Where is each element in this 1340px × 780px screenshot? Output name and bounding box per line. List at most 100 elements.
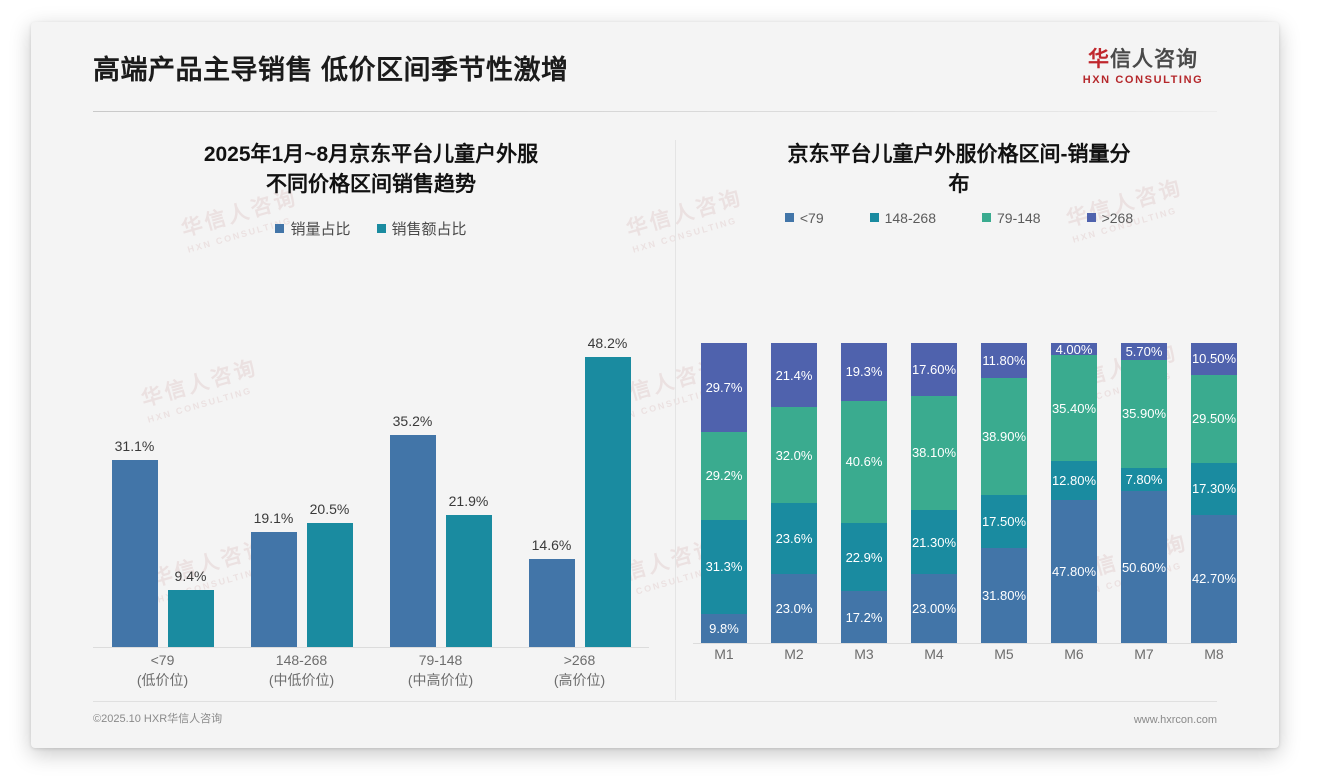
- slide-header: 高端产品主导销售 低价区间季节性激增 华信人咨询 HXN CONSULTING: [31, 22, 1279, 112]
- bar[interactable]: 20.5%: [306, 501, 353, 647]
- segment-over-268: 17.60%: [911, 343, 957, 396]
- segment-over-268: 21.4%: [771, 343, 817, 408]
- segment-value-label: 40.6%: [845, 454, 883, 470]
- legend-item-79-148[interactable]: 79-148: [982, 210, 1041, 226]
- bar-group: 35.2% 21.9%: [371, 347, 510, 647]
- legend-item-sales-amount[interactable]: 销售额占比: [376, 218, 467, 239]
- legend-label: >268: [1101, 209, 1134, 226]
- segment-over-268: 11.80%: [981, 343, 1027, 379]
- bar[interactable]: 21.9%: [445, 493, 492, 647]
- bar-value-label: 31.1%: [114, 438, 155, 454]
- x-tick-label: M1: [714, 646, 734, 662]
- segment-79-148: 35.90%: [1121, 360, 1167, 468]
- segment-over-268: 4.00%: [1051, 341, 1097, 357]
- bar-value-label: 35.2%: [392, 413, 433, 429]
- bar-fill: [389, 435, 436, 647]
- legend-item-over-268[interactable]: >268: [1086, 209, 1134, 226]
- x-tick-label: 79-148 (中高价位): [371, 650, 510, 691]
- footer-website[interactable]: www.hxrcon.com: [1133, 714, 1217, 726]
- segment-value-label: 19.3%: [845, 364, 883, 380]
- stacked-column[interactable]: 29.7% 29.2% 31.3% 9.8%: [701, 343, 747, 643]
- legend-item-148-268[interactable]: 148-268: [869, 210, 936, 226]
- x-tick-sublabel: (高价位): [553, 672, 606, 689]
- stacked-column[interactable]: 5.70% 35.90% 7.80% 50.60%: [1121, 343, 1167, 643]
- segment-value-label: 38.90%: [981, 429, 1027, 445]
- bar[interactable]: 48.2%: [584, 335, 631, 647]
- left-chart-x-axis-labels: <79 (低价位) 148-268 (中低价位) 79-148 (中高价位) >…: [93, 650, 649, 700]
- x-tick-label: 148-268 (中低价位): [232, 650, 371, 691]
- logo-chars-rest: 信人咨询: [1110, 48, 1198, 71]
- segment-79-148: 29.2%: [701, 432, 747, 520]
- slide-canvas: 华信人咨询 HXN CONSULTING 华信人咨询 HXN CONSULTIN…: [31, 22, 1279, 748]
- stacked-column[interactable]: 17.60% 38.10% 21.30% 23.00%: [911, 343, 957, 643]
- bar-fill: [584, 357, 631, 647]
- segment-under-79: 31.80%: [981, 547, 1027, 643]
- segment-148-268: 22.9%: [841, 522, 887, 592]
- stacked-column[interactable]: 19.3% 40.6% 22.9% 17.2%: [841, 343, 887, 643]
- x-tick-sublabel: (中低价位): [268, 672, 335, 689]
- bar-value-label: 9.4%: [174, 568, 207, 584]
- x-tick-label: M3: [854, 646, 874, 662]
- segment-value-label: 12.80%: [1051, 472, 1097, 488]
- segment-under-79: 23.00%: [911, 573, 957, 643]
- segment-under-79: 50.60%: [1121, 491, 1167, 643]
- left-chart-title-line1: 2025年1月~8月京东平台儿童户外服: [203, 143, 539, 166]
- left-chart-legend: 销量占比 销售额占比: [71, 218, 671, 239]
- legend-swatch-icon: [869, 213, 879, 223]
- footer-divider: [93, 701, 1217, 702]
- bar-group: 19.1% 20.5%: [232, 347, 371, 647]
- x-tick-label: >268 (高价位): [510, 650, 649, 691]
- left-chart-title-line2: 不同价格区间销售趋势: [266, 172, 476, 196]
- segment-148-268: 17.50%: [981, 495, 1027, 548]
- segment-value-label: 17.60%: [911, 361, 957, 377]
- segment-79-148: 32.0%: [771, 407, 817, 504]
- x-tick-range: <79: [150, 652, 175, 668]
- segment-148-268: 17.30%: [1191, 463, 1237, 515]
- segment-148-268: 21.30%: [911, 510, 957, 574]
- segment-value-label: 22.9%: [845, 549, 883, 565]
- segment-value-label: 21.4%: [775, 367, 813, 383]
- segment-148-268: 31.3%: [701, 519, 747, 614]
- legend-item-under-79[interactable]: <79: [784, 210, 824, 226]
- segment-value-label: 4.00%: [1055, 341, 1093, 357]
- right-chart-x-axis-labels: M1 M2 M3 M4 M5 M6 M7 M8: [693, 646, 1231, 672]
- segment-over-268: 10.50%: [1191, 343, 1237, 375]
- bar-group: 14.6% 48.2%: [510, 335, 649, 647]
- stacked-column[interactable]: 11.80% 38.90% 17.50% 31.80%: [981, 343, 1027, 643]
- segment-value-label: 50.60%: [1121, 559, 1167, 575]
- x-tick-range: 148-268: [275, 652, 328, 668]
- legend-item-sales-volume[interactable]: 销量占比: [275, 218, 351, 239]
- bar-value-label: 20.5%: [309, 501, 350, 517]
- bar[interactable]: 35.2%: [389, 413, 436, 647]
- segment-79-148: 40.6%: [841, 400, 887, 523]
- bar[interactable]: 19.1%: [250, 510, 297, 647]
- segment-148-268: 12.80%: [1051, 461, 1097, 500]
- bar-value-label: 48.2%: [587, 335, 628, 351]
- x-tick-sublabel: (低价位): [136, 672, 189, 689]
- segment-value-label: 23.0%: [775, 600, 813, 616]
- segment-under-79: 47.80%: [1051, 499, 1097, 643]
- segment-79-148: 35.40%: [1051, 355, 1097, 462]
- segment-over-268: 5.70%: [1121, 343, 1167, 361]
- segment-under-79: 42.70%: [1191, 514, 1237, 643]
- stacked-column[interactable]: 4.00% 35.40% 12.80% 47.80%: [1051, 341, 1097, 643]
- bar[interactable]: 14.6%: [528, 537, 575, 647]
- legend-label: 销售额占比: [391, 220, 467, 238]
- bar-value-label: 14.6%: [531, 537, 572, 553]
- segment-over-268: 19.3%: [841, 343, 887, 401]
- bar-value-label: 19.1%: [253, 510, 294, 526]
- bar[interactable]: 31.1%: [111, 438, 158, 647]
- footer-copyright: ©2025.10 HXR华信人咨询: [93, 713, 223, 725]
- x-axis-line: [693, 643, 1231, 644]
- legend-swatch-icon: [376, 223, 386, 233]
- x-tick-label: M5: [994, 646, 1014, 662]
- bar[interactable]: 9.4%: [167, 568, 214, 647]
- x-tick-label: M2: [784, 646, 804, 662]
- bar-fill: [528, 559, 575, 647]
- stacked-column[interactable]: 10.50% 29.50% 17.30% 42.70%: [1191, 343, 1237, 643]
- segment-value-label: 23.6%: [775, 531, 813, 547]
- segment-value-label: 31.80%: [981, 587, 1027, 603]
- stacked-column[interactable]: 21.4% 32.0% 23.6% 23.0%: [771, 343, 817, 643]
- x-tick-sublabel: (中高价位): [407, 672, 474, 689]
- segment-value-label: 35.40%: [1051, 400, 1097, 416]
